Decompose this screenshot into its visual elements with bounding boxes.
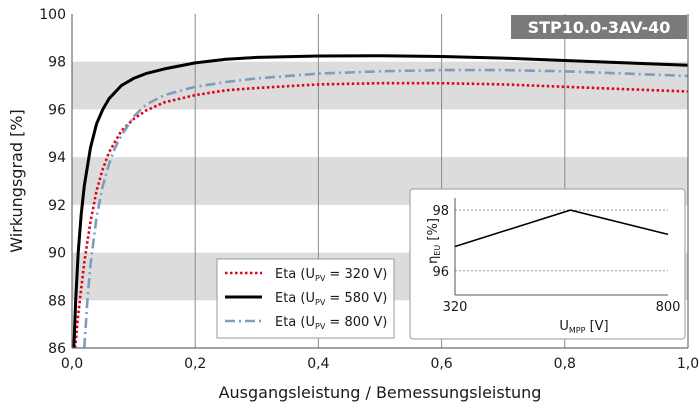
inset-y-tick-label: 96	[432, 265, 449, 280]
inset-x-axis-title: UMPP [V]	[559, 319, 608, 335]
series-line-1	[73, 81, 689, 349]
model-label-box: STP10.0-3AV-40	[511, 15, 687, 39]
inset-y-tick-label: 98	[432, 204, 449, 219]
inset-x-tick-label: 320	[443, 300, 468, 315]
x-tick-labels: 0,0 0,2 0,4 0,6 0,8 1,0	[61, 356, 699, 372]
x-axis-title: Ausgangsleistung / Bemessungsleistung	[219, 383, 542, 402]
x-tick-label: 0,0	[61, 356, 83, 372]
legend-label-1: Eta (UPV = 320 V)	[275, 267, 387, 283]
legend: Eta (UPV = 320 V) Eta (UPV = 580 V) Eta (U…	[216, 258, 395, 339]
inset-box	[409, 188, 686, 340]
x-tick-label: 0,2	[184, 356, 206, 372]
series-line-3	[83, 68, 689, 349]
y-tick-label: 92	[48, 198, 66, 214]
inset-series-line	[454, 209, 669, 248]
inset-tick-labels: 96 98 320 800	[432, 204, 680, 315]
inset-x-tick-label: 800	[656, 300, 681, 315]
grid-band	[72, 61, 688, 110]
x-tick-label: 0,8	[554, 356, 576, 372]
x-tick-label: 1,0	[677, 356, 699, 372]
model-label: STP10.0-3AV-40	[528, 18, 671, 37]
axes	[71, 14, 689, 349]
inset-series	[454, 209, 669, 248]
x-tick-label: 0,4	[307, 356, 329, 372]
legend-label-3: Eta (UPV = 800 V)	[275, 315, 387, 331]
y-tick-label: 100	[39, 7, 66, 23]
inset-gridlines	[455, 209, 668, 272]
y-axis-title: Wirkungsgrad [%]	[7, 109, 26, 253]
legend-label-2: Eta (UPV = 580 V)	[275, 291, 387, 307]
series-line-2	[72, 54, 689, 349]
y-tick-label: 98	[48, 55, 66, 71]
inset-chart: 96 98 320 800 UMPP [V] ηEU [%]	[409, 188, 686, 340]
y-tick-label: 86	[48, 341, 66, 357]
y-tick-labels: 86 88 90 92 94 96 98 100	[39, 7, 66, 357]
x-tick-label: 0,6	[430, 356, 452, 372]
y-tick-label: 96	[48, 102, 66, 118]
series-layer	[72, 54, 689, 349]
y-tick-label: 90	[48, 246, 66, 262]
inset-y-axis-title: ηEU [%]	[426, 218, 442, 264]
y-tick-label: 94	[48, 150, 66, 166]
y-tick-label: 88	[48, 293, 66, 309]
